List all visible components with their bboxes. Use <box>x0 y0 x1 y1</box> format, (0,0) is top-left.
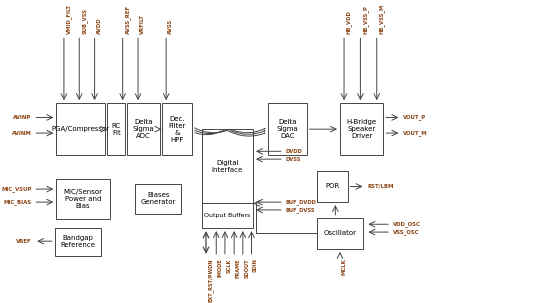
Text: VRFILT: VRFILT <box>140 14 145 34</box>
Text: SCLK: SCLK <box>226 258 232 272</box>
Bar <box>161 103 192 155</box>
Text: DVSS: DVSS <box>286 157 301 161</box>
Text: SDIN: SDIN <box>253 258 258 272</box>
Bar <box>136 184 181 214</box>
FancyArrowPatch shape <box>194 128 226 133</box>
Bar <box>317 218 363 249</box>
Text: MIC_BIAS: MIC_BIAS <box>4 199 32 205</box>
FancyArrowPatch shape <box>227 131 265 136</box>
Bar <box>56 103 105 155</box>
Text: BUF_DVDD: BUF_DVDD <box>286 199 316 205</box>
Text: Delta
Sigma
ADC: Delta Sigma ADC <box>132 119 154 139</box>
Text: IMODE: IMODE <box>218 258 223 277</box>
Text: Biases
Generator: Biases Generator <box>141 192 176 205</box>
Text: Output Buffers: Output Buffers <box>204 213 251 218</box>
Text: MIC/Sensor
Power and
Bias: MIC/Sensor Power and Bias <box>64 189 103 209</box>
Text: Dec.
Filter
&
HPF: Dec. Filter & HPF <box>168 116 186 143</box>
Text: AVSS: AVSS <box>168 19 173 34</box>
Text: VDD_OSC: VDD_OSC <box>393 221 421 227</box>
Bar <box>268 103 307 155</box>
Text: VMID_FILT: VMID_FILT <box>66 4 72 34</box>
Text: VREF: VREF <box>16 239 32 244</box>
Bar <box>55 228 101 255</box>
Text: HB_VSS_P: HB_VSS_P <box>362 5 368 34</box>
FancyArrowPatch shape <box>230 130 265 135</box>
Text: SDOUT: SDOUT <box>245 258 249 278</box>
Bar <box>107 103 125 155</box>
Text: HB_VSS_M: HB_VSS_M <box>379 4 384 34</box>
FancyArrowPatch shape <box>195 131 221 135</box>
Text: AVDD: AVDD <box>97 18 102 34</box>
Text: MCLK: MCLK <box>341 258 347 275</box>
Text: MIC_VSUP: MIC_VSUP <box>1 186 32 192</box>
Bar <box>317 171 348 202</box>
Text: VSS_OSC: VSS_OSC <box>393 229 420 235</box>
Text: RC
Flt: RC Flt <box>112 123 121 136</box>
Text: Oscillator: Oscillator <box>323 230 356 236</box>
Text: BUF_DVSS: BUF_DVSS <box>286 207 315 213</box>
Text: PGA/Compressor: PGA/Compressor <box>51 126 110 132</box>
Text: H-Bridge
Speaker
Driver: H-Bridge Speaker Driver <box>347 119 377 139</box>
Text: SUB_VSS: SUB_VSS <box>82 8 87 34</box>
Bar <box>340 103 383 155</box>
Text: AVSS_REF: AVSS_REF <box>125 5 131 34</box>
Text: POR: POR <box>325 184 340 189</box>
Bar <box>202 129 253 228</box>
Text: AVINM: AVINM <box>12 131 32 135</box>
Text: FRAME: FRAME <box>235 258 241 278</box>
Text: Delta
Sigma
DAC: Delta Sigma DAC <box>276 119 299 139</box>
Text: DVDD: DVDD <box>286 149 302 154</box>
Text: Bandgap
Reference: Bandgap Reference <box>60 235 95 248</box>
FancyArrowPatch shape <box>195 130 224 134</box>
Bar <box>127 103 160 155</box>
Text: HB_VDD: HB_VDD <box>346 10 352 34</box>
FancyArrowPatch shape <box>233 128 265 133</box>
Text: AVINP: AVINP <box>14 115 32 120</box>
Text: EXT_RST/PWDN: EXT_RST/PWDN <box>207 258 213 301</box>
Text: Digital
Interface: Digital Interface <box>212 160 243 173</box>
Bar <box>56 179 110 219</box>
Text: VOUT_M: VOUT_M <box>403 130 428 136</box>
Text: VOUT_P: VOUT_P <box>403 115 427 120</box>
Text: RST/LBM: RST/LBM <box>368 184 394 189</box>
